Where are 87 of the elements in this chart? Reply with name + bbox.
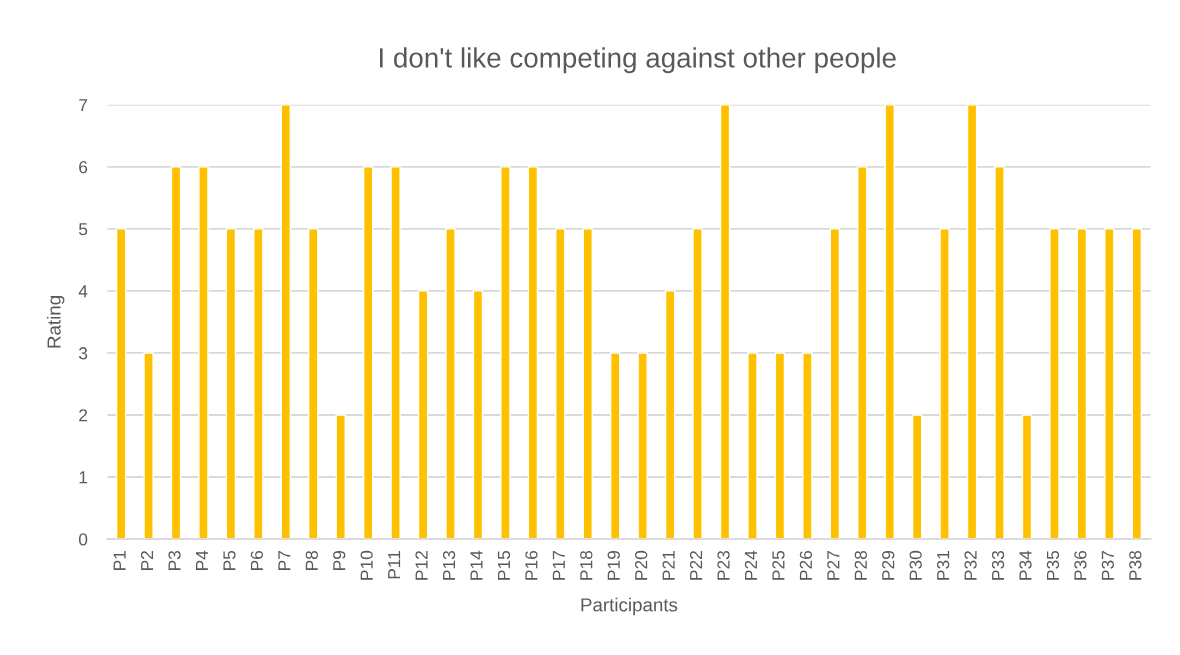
bar	[170, 166, 182, 540]
bar	[637, 352, 648, 540]
bar	[1076, 228, 1088, 540]
x-tick-label: P35	[1046, 550, 1060, 580]
bar	[555, 228, 566, 540]
bar	[911, 414, 923, 540]
y-tick-label: 3	[78, 347, 88, 360]
bar	[609, 352, 621, 540]
y-tick-label: 6	[79, 161, 88, 174]
chart-title: I don't like competing against other people	[380, 47, 896, 74]
bar	[884, 104, 895, 540]
bar	[280, 104, 292, 540]
x-tick-label: P25	[772, 550, 785, 580]
x-tick-label: P31	[936, 551, 950, 580]
x-tick-label: P29	[882, 551, 895, 580]
y-tick-label: 1	[79, 471, 88, 484]
y-tick-label: 7	[79, 99, 88, 112]
bar	[719, 104, 731, 540]
x-tick-label: P23	[717, 550, 730, 580]
bar	[308, 228, 319, 540]
x-tick-label: P18	[580, 550, 593, 580]
x-tick-label: P16	[525, 550, 538, 580]
x-tick-label: P20	[635, 550, 648, 580]
x-tick-label: P11	[388, 551, 401, 579]
bar	[994, 166, 1005, 540]
x-tick-label: P10	[360, 550, 373, 580]
bar	[582, 228, 593, 540]
bar	[692, 228, 703, 540]
bar	[1049, 228, 1060, 540]
bar	[747, 352, 758, 540]
bar	[1131, 228, 1142, 540]
y-tick-label: 5	[78, 223, 88, 236]
bar	[939, 228, 950, 540]
bar	[225, 228, 237, 540]
x-tick-label: P1	[113, 551, 126, 570]
x-tick-label: P21	[662, 551, 675, 580]
x-tick-label: P12	[415, 551, 428, 580]
y-axis-title: Rating	[46, 296, 65, 348]
y-tick-label: 0	[78, 533, 88, 546]
bar	[472, 290, 484, 540]
bar	[500, 166, 511, 540]
x-tick-label: P26	[799, 550, 813, 580]
x-tick-label: P34	[1019, 550, 1032, 580]
x-tick-label: P38	[1129, 550, 1142, 580]
bar	[774, 352, 786, 540]
x-tick-label: P22	[689, 551, 703, 580]
x-tick-label: P19	[607, 551, 620, 580]
bar	[143, 352, 154, 540]
x-tick-label: P7	[278, 551, 291, 570]
bar	[390, 166, 401, 540]
x-tick-label: P14	[470, 550, 483, 580]
bar	[417, 290, 429, 540]
x-tick-label: P2	[140, 551, 154, 570]
x-tick-label: P24	[744, 550, 757, 580]
bar	[445, 228, 456, 540]
bar	[253, 228, 264, 540]
x-tick-label: P33	[991, 550, 1005, 580]
bar	[1104, 228, 1115, 540]
bar	[362, 166, 374, 540]
bar	[527, 166, 539, 540]
x-tick-label: P30	[909, 550, 922, 580]
x-tick-label: P4	[196, 550, 208, 570]
bar	[857, 166, 868, 540]
bar	[198, 166, 209, 540]
x-tick-label: P28	[854, 550, 867, 580]
x-tick-label: P17	[552, 551, 565, 580]
bar	[829, 228, 841, 540]
bar	[802, 352, 813, 540]
x-tick-label: P37	[1101, 551, 1114, 580]
bar	[115, 228, 127, 540]
y-tick-label: 2	[79, 409, 88, 422]
x-tick-label: P27	[827, 551, 840, 580]
bar	[1021, 414, 1033, 540]
bar	[335, 414, 346, 540]
x-tick-label: P8	[305, 550, 318, 570]
x-tick-label: P9	[333, 551, 346, 570]
x-tick-label: P3	[168, 550, 181, 570]
bar	[664, 290, 676, 540]
x-tick-label: P32	[964, 551, 977, 580]
y-tick-label: 4	[78, 285, 88, 298]
x-tick-label: P5	[223, 550, 236, 570]
x-tick-label: P36	[1074, 550, 1087, 580]
x-tick-label: P6	[250, 550, 264, 570]
x-axis-title: Participants	[581, 597, 678, 616]
x-tick-label: P13	[442, 550, 456, 580]
x-tick-label: P15	[497, 550, 511, 580]
bar	[966, 104, 978, 540]
